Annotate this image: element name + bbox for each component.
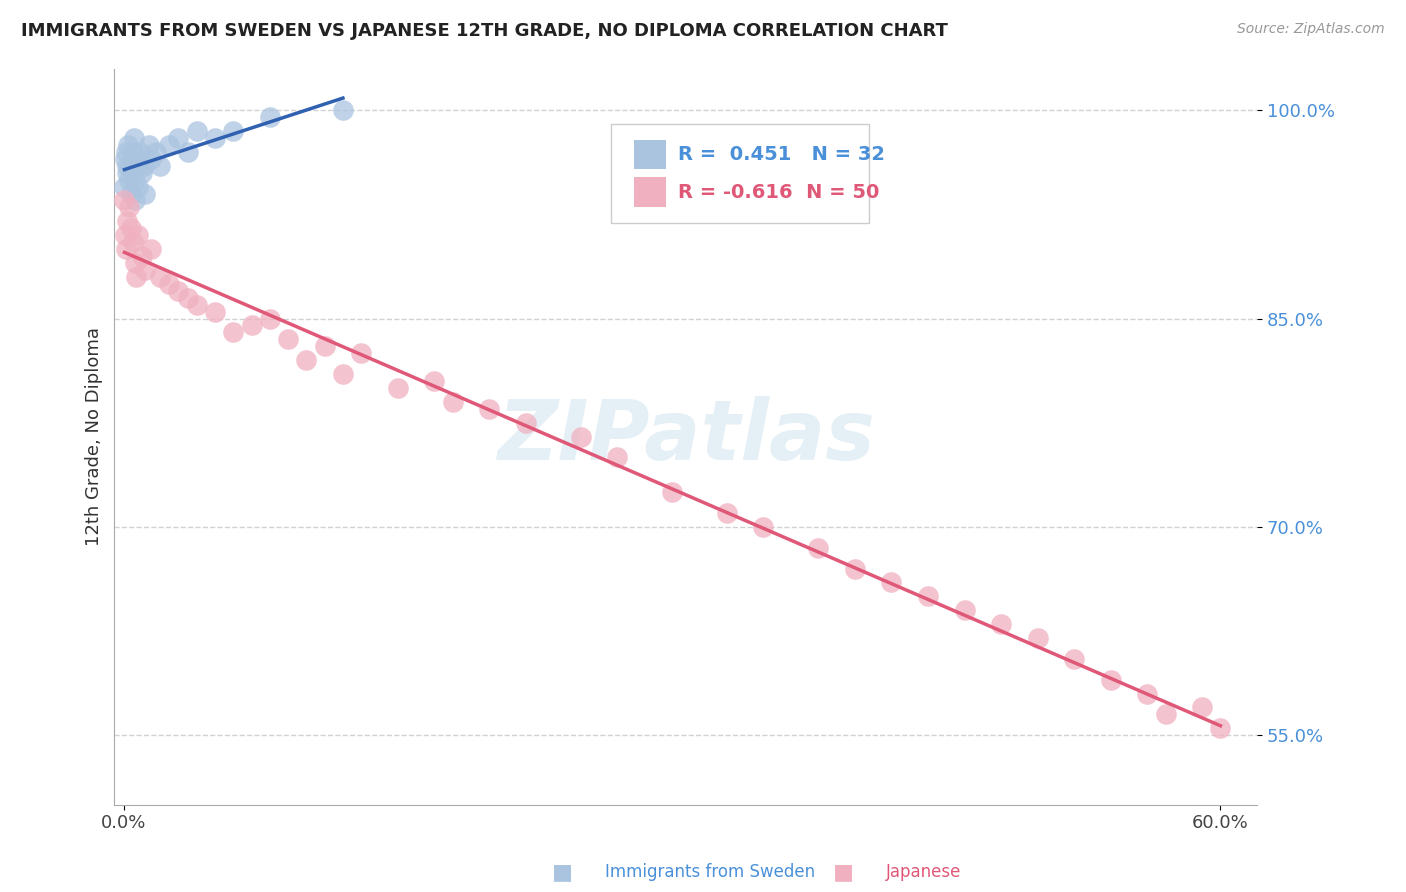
Point — [222, 124, 245, 138]
Point — [157, 277, 180, 291]
Point — [149, 269, 172, 284]
Point — [121, 235, 143, 249]
Point — [186, 124, 208, 138]
Y-axis label: 12th Grade, No Diploma: 12th Grade, No Diploma — [86, 327, 103, 546]
Point — [139, 242, 162, 256]
Point — [1191, 700, 1213, 714]
Point — [128, 159, 150, 173]
Point — [131, 249, 153, 263]
Point — [167, 131, 190, 145]
Point — [277, 332, 299, 346]
Point — [167, 284, 190, 298]
Point — [295, 353, 318, 368]
Point — [204, 131, 226, 145]
Point — [1154, 707, 1177, 722]
Point — [844, 561, 866, 575]
Point — [606, 450, 628, 465]
Point — [176, 291, 198, 305]
Point — [716, 506, 738, 520]
Point — [138, 137, 160, 152]
Point — [204, 304, 226, 318]
Point — [118, 159, 141, 173]
Point — [332, 367, 354, 381]
Text: ■: ■ — [553, 863, 572, 882]
Point — [120, 221, 142, 235]
Point — [917, 590, 939, 604]
Point — [125, 152, 148, 166]
Point — [222, 326, 245, 340]
Point — [990, 617, 1012, 632]
FancyBboxPatch shape — [634, 178, 666, 207]
Point — [1136, 687, 1159, 701]
Point — [259, 110, 281, 124]
Point — [124, 172, 146, 186]
Point — [259, 311, 281, 326]
Point — [478, 401, 501, 416]
Point — [118, 172, 141, 186]
Point — [127, 179, 149, 194]
Text: ■: ■ — [834, 863, 853, 882]
Text: Immigrants from Sweden: Immigrants from Sweden — [605, 863, 814, 881]
Point — [176, 145, 198, 159]
Point — [139, 152, 162, 166]
Point — [124, 194, 146, 208]
Point — [186, 298, 208, 312]
FancyBboxPatch shape — [612, 124, 869, 223]
Point — [880, 575, 903, 590]
Point — [423, 374, 446, 388]
Point — [125, 269, 148, 284]
Point — [1026, 631, 1049, 645]
Point — [134, 263, 156, 277]
Point — [114, 179, 136, 194]
Point — [115, 145, 138, 159]
Point — [752, 520, 775, 534]
Point — [132, 159, 155, 173]
Text: IMMIGRANTS FROM SWEDEN VS JAPANESE 12TH GRADE, NO DIPLOMA CORRELATION CHART: IMMIGRANTS FROM SWEDEN VS JAPANESE 12TH … — [21, 22, 948, 40]
Point — [1099, 673, 1122, 687]
Point — [120, 186, 142, 201]
Point — [350, 346, 373, 360]
Point — [131, 166, 153, 180]
Point — [145, 145, 167, 159]
Point — [441, 395, 464, 409]
Point — [122, 131, 145, 145]
Point — [114, 152, 136, 166]
Point — [1209, 721, 1232, 735]
FancyBboxPatch shape — [634, 140, 666, 169]
Point — [129, 145, 152, 159]
Point — [807, 541, 830, 555]
Point — [157, 137, 180, 152]
Point — [115, 214, 138, 228]
Point — [387, 381, 409, 395]
Point — [1063, 652, 1085, 666]
Point — [149, 159, 172, 173]
Text: R =  0.451   N = 32: R = 0.451 N = 32 — [678, 145, 884, 164]
Point — [240, 318, 263, 333]
Point — [332, 103, 354, 118]
Point — [661, 485, 683, 500]
Point — [115, 159, 138, 173]
Point — [115, 166, 138, 180]
Text: Japanese: Japanese — [886, 863, 962, 881]
Point — [115, 242, 138, 256]
Point — [953, 603, 976, 617]
Point — [124, 256, 146, 270]
Point — [134, 186, 156, 201]
Point — [118, 201, 141, 215]
Point — [114, 194, 136, 208]
Text: R = -0.616  N = 50: R = -0.616 N = 50 — [678, 183, 879, 202]
Point — [515, 416, 537, 430]
Point — [114, 228, 136, 243]
Point — [127, 228, 149, 243]
Point — [569, 429, 592, 443]
Point — [314, 339, 336, 353]
Text: Source: ZipAtlas.com: Source: ZipAtlas.com — [1237, 22, 1385, 37]
Point — [121, 145, 143, 159]
Point — [117, 137, 139, 152]
Text: ZIPatlas: ZIPatlas — [496, 396, 875, 477]
